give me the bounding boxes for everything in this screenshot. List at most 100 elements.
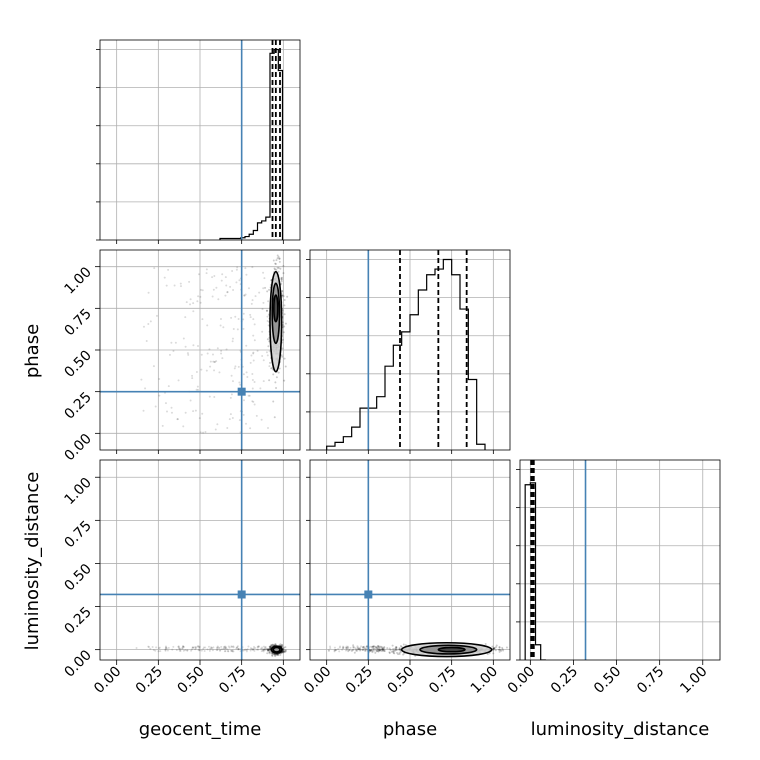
scatter-point [168, 353, 171, 356]
scatter-point [279, 653, 282, 656]
scatter-point [164, 646, 167, 649]
scatter-point [376, 646, 379, 649]
scatter-point [195, 370, 198, 373]
scatter-point [234, 315, 237, 318]
scatter-point [376, 645, 379, 648]
scatter-point [261, 308, 264, 311]
scatter-point [378, 648, 381, 651]
scatter-point [492, 652, 495, 655]
scatter-point [268, 652, 271, 655]
scatter-point [247, 645, 250, 648]
scatter-point [518, 653, 520, 655]
scatter-point [333, 649, 336, 652]
scatter-point [244, 293, 247, 296]
scatter-point [227, 650, 230, 653]
scatter-point [184, 316, 187, 319]
scatter-point [273, 416, 276, 419]
scatter-point [377, 649, 380, 652]
scatter-point [232, 328, 235, 331]
tick-label-x-geocent_time: 0.75 [216, 664, 249, 697]
scatter-point [202, 646, 205, 649]
scatter-point [374, 647, 377, 650]
scatter-point [265, 309, 268, 312]
scatter-point [252, 648, 255, 651]
scatter-point [274, 643, 277, 646]
scatter-point [232, 650, 235, 653]
scatter-point [281, 294, 284, 297]
scatter-point [252, 352, 255, 355]
scatter-point [341, 648, 344, 651]
scatter-point [262, 380, 265, 383]
scatter-point [212, 360, 215, 363]
scatter-point [196, 300, 199, 303]
scatter-point [352, 648, 355, 651]
scatter-point [271, 643, 274, 646]
scatter-point [242, 413, 245, 416]
scatter-point [379, 646, 382, 649]
scatter-point [211, 649, 214, 652]
scatter-point [268, 647, 271, 650]
scatter-point [215, 286, 218, 289]
scatter-point [381, 650, 384, 653]
scatter-point [198, 648, 201, 651]
scatter-point [269, 646, 272, 649]
scatter-point [270, 644, 273, 647]
scatter-point [378, 647, 381, 650]
scatter-point [393, 649, 396, 652]
scatter-point [218, 371, 221, 374]
scatter-point [276, 653, 279, 656]
scatter-point [392, 651, 395, 654]
scatter-point [251, 648, 254, 651]
scatter-point [273, 267, 276, 270]
scatter-point [249, 316, 252, 319]
scatter-point [274, 381, 277, 384]
scatter-point [192, 302, 195, 305]
scatter-point [213, 361, 216, 364]
scatter-point [272, 644, 275, 647]
scatter-point [280, 277, 283, 280]
tick-label-y-luminosity_distance: 0.25 [61, 604, 94, 637]
tick-label-x-luminosity_distance: 0.00 [505, 664, 538, 697]
grid-layer [100, 40, 720, 660]
truth-marker [237, 590, 246, 599]
scatter-point [329, 645, 332, 648]
scatter-point [378, 649, 381, 652]
scatter-point [278, 260, 281, 263]
scatter-point [198, 273, 201, 276]
scatter-point [274, 643, 277, 646]
scatter-point [231, 340, 234, 343]
tick-label-x-luminosity_distance: 0.50 [591, 664, 624, 697]
scatter-point [271, 654, 274, 657]
scatter-point [231, 650, 234, 653]
scatter-point [190, 649, 193, 652]
scatter-point [266, 338, 269, 341]
scatter-point [253, 323, 256, 326]
scatter-point [225, 284, 228, 287]
scatter-point [371, 646, 374, 649]
scatter-point [262, 287, 265, 290]
scatter-point [363, 645, 366, 648]
scatter-point [398, 647, 401, 650]
scatter-point [230, 316, 233, 319]
scatter-point [380, 645, 383, 648]
scatter-point [502, 649, 505, 652]
scatter-point [274, 262, 277, 265]
scatter-point [167, 646, 170, 649]
scatter-point [263, 277, 266, 280]
scatter-point [282, 650, 285, 653]
tick-label-x-luminosity_distance: 1.00 [677, 664, 710, 697]
scatter-point [225, 646, 228, 649]
scatter-point [223, 647, 226, 650]
scatter-point [164, 648, 167, 651]
scatter-point [268, 379, 271, 382]
tick-label-x-phase: 0.25 [343, 664, 376, 697]
scatter-point [266, 649, 269, 652]
scatter-point [382, 647, 385, 650]
scatter-point [232, 645, 235, 648]
scatter-point [216, 645, 219, 648]
scatter-point [356, 648, 359, 651]
scatter-point [498, 650, 501, 653]
scatter-point [376, 648, 379, 651]
scatter-point [231, 380, 234, 383]
scatter-point [268, 651, 271, 654]
